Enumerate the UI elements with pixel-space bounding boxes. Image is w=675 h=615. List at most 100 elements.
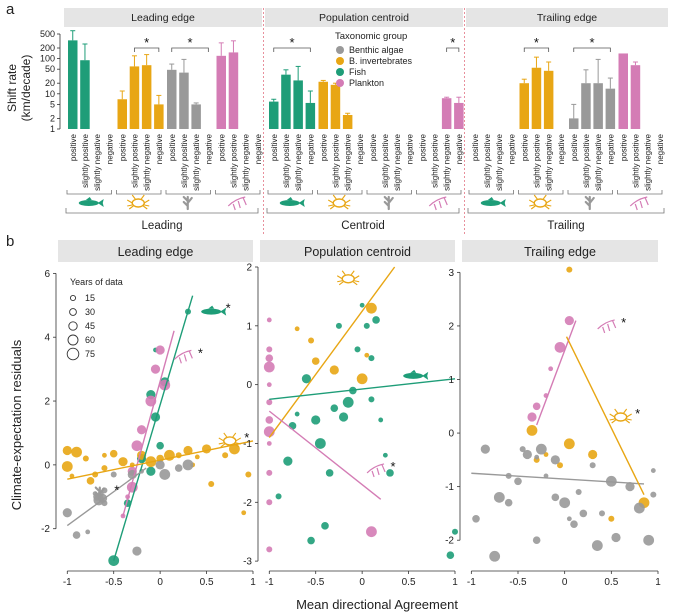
fit-line-b-trailing-algae [471,472,645,485]
point-b-trailing-algae [625,482,635,492]
icon-a-leading-fish-tail [97,199,104,207]
group-bracket-centroid-algae [366,190,412,195]
icon-a-trailing-invert [528,194,552,210]
facet-title-b-centroid: Population centroid [304,245,411,259]
category-label: slightly negative [294,133,303,190]
category-label: negative [105,133,114,164]
icon-b-trailing-invert-shell [613,412,628,422]
point-b-trailing-algae [550,455,560,465]
category-label: negative [356,133,365,164]
category-label: slightly negative [93,133,102,190]
point-b-centroid-plankton [266,499,273,506]
bar-centroid-fish-0 [269,101,279,129]
point-b-leading-invert [208,481,215,488]
icon-b-leading-plankton-body [173,349,193,364]
category-label: slightly negative [594,133,603,190]
facet-strip-a-0 [64,8,262,27]
icon-a-centroid-invert-shell [332,198,346,208]
category-label: slightly negative [192,133,201,190]
category-label: positive [319,133,328,161]
axis-a-ytick-label: 200 [40,43,55,53]
point-b-trailing-invert [608,515,615,522]
point-b-trailing-algae [522,449,532,460]
point-b-leading-invert [245,471,252,478]
xtick-label-b-centroid: 1 [452,577,458,588]
size-legend-15: 15 [85,293,95,303]
point-b-leading-invert [71,446,82,458]
sig-bracket-leading-invert [134,47,160,52]
category-label: slightly negative [443,133,452,190]
bar-centroid-fish-2 [293,80,303,129]
category-label: negative [306,133,315,164]
point-b-trailing-invert [543,452,549,457]
bar-trailing-plankton-0 [618,53,628,129]
point-b-trailing-algae [575,489,582,495]
category-label: negative [557,133,566,164]
point-b-leading-plankton [150,364,161,374]
axis-a-ytick-label: 50 [45,64,55,74]
size-legend-circle-75 [66,347,80,361]
bar-trailing-algae-0 [569,118,579,129]
x-label-b: Mean directional Agreement [296,597,458,612]
bar-trailing-algae-1 [581,83,591,129]
bar-centroid-plankton-3 [454,102,464,129]
point-b-centroid-fish [294,411,300,417]
point-b-centroid-plankton [366,526,377,538]
icon-b-leading-plankton [173,349,193,364]
fit-line-b-leading-algae [66,467,147,527]
point-b-leading-invert [62,445,72,456]
facet-title-b-trailing: Trailing edge [524,245,596,259]
group-bracket-leading-invert [116,190,162,195]
facet-title-a: Trailing edge [537,12,597,24]
point-b-centroid-invert [311,357,320,365]
size-legend-circle-45 [68,321,78,331]
category-label: positive [168,133,177,161]
edge-bracket-a-trailing [467,208,665,214]
point-b-leading-invert [86,477,95,485]
size-legend-60: 60 [85,335,95,345]
point-b-leading-fish [156,441,164,450]
sig-bracket-leading-algae [171,47,209,52]
category-label: positive [520,133,529,161]
ytick-label-b-trailing: 3 [448,268,454,279]
ytick-label-b-trailing: -1 [445,482,454,493]
point-b-centroid-plankton [266,469,273,476]
icon-b-trailing-plankton [597,319,617,334]
sig-star-b-leading-algae: * [114,483,119,498]
point-b-centroid-plankton [266,441,272,446]
point-b-trailing-algae [534,454,540,460]
point-b-centroid-fish [368,355,375,362]
point-b-trailing-algae [551,493,560,502]
icon-b-centroid-invert [336,270,360,286]
bar-leading-invert-2 [141,65,152,129]
icon-a-leading-plankton-body [227,196,247,211]
facet-strip-b-centroid [260,240,455,262]
legend-label-plankton: Plankton [349,78,384,88]
point-b-leading-invert [101,465,108,472]
point-b-centroid-fish [325,469,334,477]
ytick-label-b-centroid: 2 [246,263,252,274]
category-label: positive [217,133,226,161]
ytick-label-b-trailing: 1 [448,375,454,386]
point-b-centroid-fish [386,469,394,477]
sig-star-b-leading-invert: * [244,430,249,445]
category-label: slightly negative [495,133,504,190]
point-b-leading-algae [85,529,91,535]
point-b-centroid-plankton [266,399,273,406]
panel-b-letter: b [6,233,14,250]
xtick-label-b-trailing: -0.5 [509,577,527,588]
point-b-leading-algae [159,469,171,480]
facet-strip-a-1 [265,8,463,27]
icon-b-centroid-plankton-body [366,463,386,478]
sig-star-centroid-plankton: * [450,35,455,50]
icon-a-trailing-fish-body [480,200,501,206]
xtick-label-b-leading: 1 [250,577,256,588]
point-b-trailing-algae [650,491,657,498]
point-b-leading-algae [155,460,165,470]
icon-a-leading-invert-legs [126,194,150,210]
sig-star-b-leading-plankton: * [198,345,203,360]
sig-star-trailing-invert: * [534,35,539,50]
category-label: positive [369,133,378,161]
